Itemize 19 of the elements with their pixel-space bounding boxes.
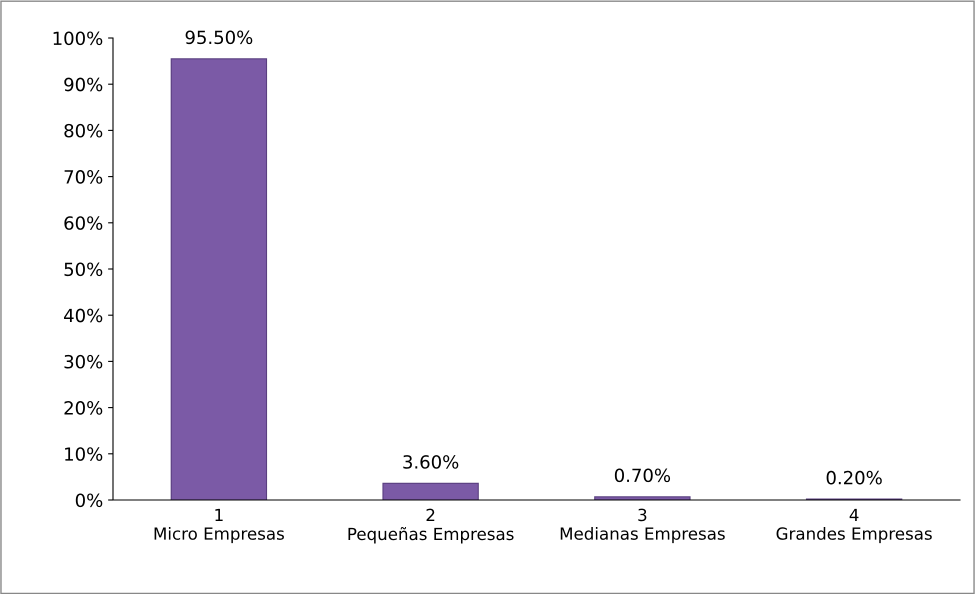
- x-tick-label: 4 Grandes Empresas: [776, 508, 932, 544]
- data-label: 95.50%: [186, 30, 252, 44]
- y-tick-label: 10%: [65, 447, 102, 461]
- y-tick-label: 60%: [64, 216, 102, 230]
- x-tick-label: 2 Pequeñas Empresas: [348, 508, 514, 544]
- y-tick-label: 90%: [64, 78, 102, 92]
- y-tick-label: 0%: [76, 493, 102, 508]
- y-tick-label: 100%: [54, 31, 102, 46]
- data-label: 3.60%: [403, 455, 458, 469]
- data-label: 0.20%: [826, 470, 882, 484]
- y-tick-label: 20%: [64, 401, 102, 415]
- y-tick-label: 80%: [64, 124, 102, 138]
- x-tick-label: 3 Medianas Empresas: [560, 508, 725, 544]
- y-tick-label: 40%: [64, 308, 102, 322]
- x-tick-label: 1 Micro Empresas: [154, 508, 284, 544]
- y-tick-label: 30%: [64, 354, 102, 369]
- data-label: 0.70%: [614, 468, 670, 482]
- y-tick-label: 70%: [64, 170, 102, 184]
- y-tick-label: 50%: [64, 262, 102, 276]
